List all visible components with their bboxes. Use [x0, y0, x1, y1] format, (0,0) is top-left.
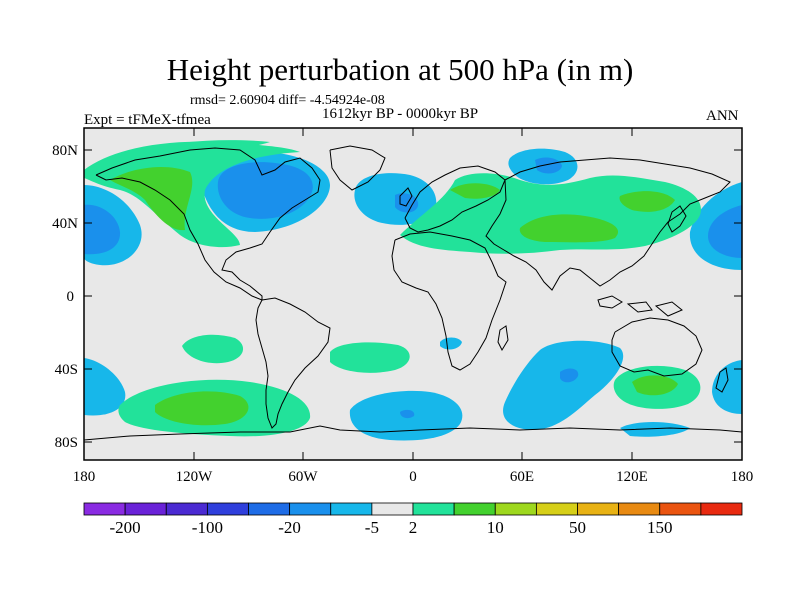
- colorbar-label: -100: [191, 518, 223, 537]
- colorbar-label: 2: [408, 518, 418, 537]
- coastline-indonesia: [597, 295, 683, 317]
- contour-blue: [560, 368, 579, 383]
- y-tick-label: 40S: [55, 362, 78, 378]
- contour-green: [450, 183, 500, 199]
- colorbar-label: 10: [486, 518, 504, 537]
- contour-green: [632, 375, 678, 396]
- contour-light-green: [84, 141, 300, 248]
- experiment-label: Expt = tFMeX-tfmea: [84, 112, 211, 128]
- x-tick-label: 180: [73, 469, 96, 485]
- colorbar-swatch: [124, 502, 167, 516]
- coastline-south-america: [255, 297, 331, 429]
- coastline-asia: [485, 157, 731, 291]
- colorbar-label: -200: [109, 518, 141, 537]
- colorbar-swatch: [330, 502, 373, 516]
- colorbar-swatch: [453, 502, 496, 516]
- coastline-greenland: [329, 145, 386, 191]
- coastline-north-america: [95, 147, 321, 301]
- colorbar-swatch: [618, 502, 661, 516]
- contour-light-green: [182, 334, 244, 364]
- contour-green: [619, 191, 675, 212]
- x-tick-label: 0: [409, 469, 417, 485]
- x-tick-label: 60W: [288, 469, 318, 485]
- contour-light-green: [330, 342, 410, 373]
- contour-blue: [84, 204, 121, 255]
- colorbar-swatch: [165, 502, 208, 516]
- contour-blue: [708, 205, 742, 258]
- colorbar-swatch: [206, 502, 249, 516]
- contour-green: [155, 391, 249, 426]
- colorbar: [83, 502, 743, 516]
- colorbar-swatch: [83, 502, 126, 516]
- contour-light-blue: [620, 422, 690, 437]
- x-tick-label: 60E: [510, 469, 534, 485]
- contour-green: [519, 214, 619, 243]
- period-label: 1612kyr BP - 0000kyr BP: [322, 106, 479, 122]
- x-tick-label: 180: [731, 469, 754, 485]
- colorbar-swatch: [248, 502, 291, 516]
- y-tick-label: 40N: [52, 216, 78, 232]
- contour-light-blue: [503, 340, 624, 430]
- coastline-africa: [391, 231, 507, 371]
- contour-blue: [400, 409, 415, 419]
- colorbar-swatch: [700, 502, 743, 516]
- contour-blue: [217, 162, 313, 219]
- coastline-madagascar: [497, 325, 509, 352]
- contour-light-blue: [84, 358, 126, 416]
- colorbar-swatch: [289, 502, 332, 516]
- stats-label: rmsd= 2.60904 diff= -4.54924e-08: [190, 93, 385, 108]
- coastline-australia: [611, 317, 703, 377]
- colorbar-swatch: [659, 502, 702, 516]
- coastlines: [84, 145, 742, 441]
- y-tick-label: 80N: [52, 143, 78, 159]
- x-tick-label: 120W: [176, 469, 214, 485]
- contour-light-blue: [440, 337, 462, 350]
- coastline-uk: [399, 187, 413, 207]
- contour-green: [110, 166, 193, 231]
- colorbar-label: -5: [364, 518, 379, 537]
- colorbar-swatch: [412, 502, 455, 516]
- colorbar-swatch: [577, 502, 620, 516]
- coastline-europe: [404, 165, 506, 233]
- coastline-antarctica: [84, 425, 742, 441]
- contour-blue: [395, 193, 419, 213]
- tick-marks: [84, 128, 742, 460]
- season-label: ANN: [706, 108, 739, 124]
- colorbar-swatch: [494, 502, 537, 516]
- x-tick-label: 120E: [616, 469, 648, 485]
- coastline-new-zealand: [715, 367, 729, 393]
- y-tick-label: 80S: [55, 435, 78, 451]
- chart-title: Height perturbation at 500 hPa (in m): [166, 52, 634, 87]
- colorbar-label: 50: [569, 518, 586, 537]
- colorbar-label: -20: [278, 518, 301, 537]
- y-tick-label: 0: [67, 289, 75, 305]
- colorbar-swatch: [371, 502, 414, 516]
- coastline-japan: [667, 205, 687, 233]
- contour-blue: [535, 157, 562, 174]
- colorbar-swatch: [535, 502, 578, 516]
- colorbar-label: 150: [647, 518, 673, 537]
